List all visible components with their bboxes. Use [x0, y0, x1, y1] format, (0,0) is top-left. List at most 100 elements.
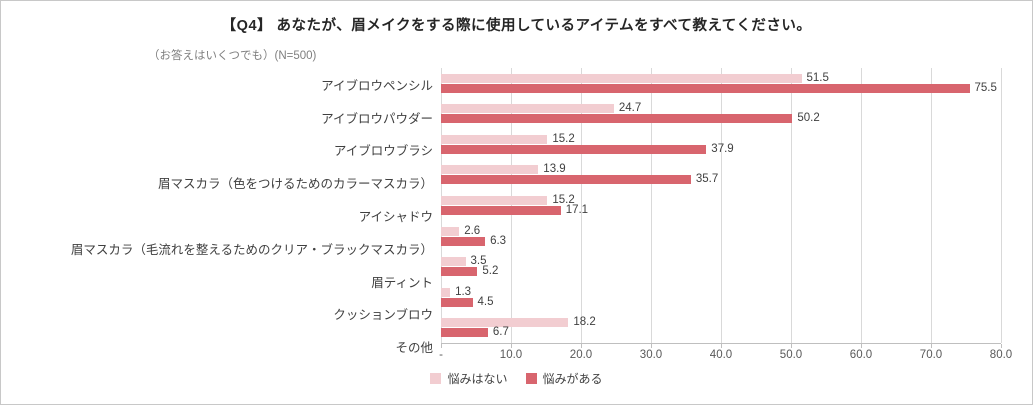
bar-line: 15.2: [441, 132, 1001, 145]
axis-tick-mark: [791, 344, 792, 348]
bar-rows: 51.5 75.5 24.7 50.2 15.2 37.9 13.9 35.7 15.2 17.1…: [441, 68, 1001, 343]
bar-line: 75.5: [441, 81, 1001, 94]
bar-line: 6.3: [441, 234, 1001, 247]
legend-swatch: [525, 373, 537, 384]
bar-line: 13.9: [441, 163, 1001, 176]
bar-row: 2.6 6.3: [441, 221, 1001, 252]
bar-value-label: 75.5: [974, 81, 997, 94]
axis-tick-mark: [651, 344, 652, 348]
bar-value-label: 6.3: [490, 234, 507, 247]
chart-subtitle: （お答えはいくつでも）(N=500): [148, 50, 317, 62]
category-label: 眉マスカラ（毛流れを整えるためのクリア・ブラックマスカラ）: [70, 242, 433, 257]
bar-悩みがある: [441, 114, 793, 124]
bar-line: 35.7: [441, 173, 1001, 186]
legend-item: 悩みがある: [525, 370, 603, 387]
bar-悩みはない: [441, 196, 548, 206]
axis-tick-label: 40.0: [709, 349, 733, 361]
axis-tick-label: 20.0: [569, 349, 593, 361]
category-label: アイシャドウ: [358, 210, 433, 225]
bar-line: 50.2: [441, 113, 1001, 124]
bar-line: 2.6: [441, 224, 1001, 237]
legend-label: 悩みはない: [447, 372, 508, 386]
category-label: 眉ティント: [371, 275, 433, 290]
category-labels: アイブロウペンシル アイブロウパウダーアイブロウブラシ眉マスカラ（色をつけるための…: [1, 68, 441, 363]
bar-line: 3.5: [441, 255, 1001, 268]
bar-value-label: 2.6: [464, 224, 481, 237]
bar-row: 1.3 4.5: [441, 282, 1001, 313]
bar-悩みはない: [441, 165, 539, 175]
bar-line: 5.2: [441, 265, 1001, 278]
bar-悩みがある: [441, 297, 473, 307]
category-label: アイブロウペンシル: [321, 78, 433, 93]
axis-tick-label: 50.0: [779, 349, 803, 361]
bar-line: 1.3: [441, 285, 1001, 298]
bar-悩みがある: [441, 144, 707, 154]
bar-value-label: 1.3: [455, 285, 472, 298]
bar-value-label: 6.7: [492, 326, 509, 339]
bar-悩みはない: [441, 226, 460, 236]
bar-value-label: 37.9: [711, 142, 734, 155]
category-label: その他: [395, 341, 433, 356]
gridline: [511, 68, 512, 343]
axis-tick-mark: [581, 344, 582, 348]
bar-悩みはない: [441, 318, 569, 328]
gridline: [1001, 68, 1002, 343]
bar-悩みがある: [441, 83, 970, 93]
bar-row: 3.5 5.2: [441, 251, 1001, 282]
bar-value-label: 15.2: [552, 194, 575, 207]
category-label: アイブロウパウダー: [321, 111, 433, 126]
bar-value-label: 35.7: [695, 173, 719, 186]
bar-row: 18.2 6.7: [441, 313, 1001, 344]
bar-row: 24.7 50.2: [441, 99, 1001, 130]
axis-tick-mark: [1001, 344, 1002, 348]
bar-value-label: 51.5: [806, 71, 829, 84]
bar-value-label: 15.2: [552, 132, 575, 145]
category-label: 眉マスカラ（色をつけるためのカラーマスカラ）: [157, 177, 433, 192]
category-label: アイブロウブラシ: [333, 144, 433, 159]
bar-value-label: 13.9: [543, 163, 566, 176]
bar-line: 15.2: [441, 194, 1001, 207]
bar-悩みがある: [441, 206, 561, 216]
bar-row: 13.9 35.7: [441, 160, 1001, 191]
axis-tick-mark: [721, 344, 722, 348]
bar-悩みはない: [441, 287, 451, 297]
bar-悩みはない: [441, 73, 802, 83]
bar-value-label: 17.1: [565, 204, 589, 217]
bar-line: 24.7: [441, 102, 1001, 115]
bar-悩みがある: [441, 328, 488, 338]
category-label: クッションブロウ: [333, 308, 433, 323]
chart-title: 【Q4】 あなたが、眉メイクをする際に使用しているアイテムをすべて教えてください…: [221, 18, 812, 34]
axis-tick-label: -: [439, 349, 443, 361]
chart-body: アイブロウペンシル アイブロウパウダーアイブロウブラシ眉マスカラ（色をつけるための…: [1, 68, 1032, 363]
axis-tick-label: 30.0: [639, 349, 663, 361]
bar-line: 6.7: [441, 326, 1001, 339]
bar-row: 15.2 17.1: [441, 190, 1001, 221]
bar-悩みはない: [441, 134, 548, 144]
gridline: [651, 68, 652, 343]
bar-悩みがある: [441, 267, 478, 277]
axis-tick-label: 80.0: [989, 349, 1013, 361]
axis-tick-label: 70.0: [919, 349, 943, 361]
bar-value-label: 24.7: [618, 102, 642, 115]
axis-tick-mark: [511, 344, 512, 348]
axis-tick-mark: [441, 344, 442, 348]
gridline: [441, 68, 442, 343]
bar-line: 18.2: [441, 316, 1001, 329]
legend-swatch: [430, 373, 442, 384]
bar-悩みはない: [441, 257, 466, 267]
legend-item: 悩みはない: [430, 370, 508, 387]
bar-value-label: 5.2: [482, 265, 499, 278]
legend: 悩みはない 悩みがある: [1, 370, 1032, 387]
bar-value-label: 3.5: [470, 255, 487, 268]
bar-line: 4.5: [441, 295, 1001, 308]
bar-value-label: 4.5: [477, 295, 494, 308]
gridline: [581, 68, 582, 343]
x-axis: - 10.0 20.0 30.0 40.0 50.0 60.0 70.0 80.0: [439, 344, 1012, 363]
axis-tick-label: 60.0: [849, 349, 873, 361]
bar-value-label: 18.2: [573, 316, 596, 329]
gridline: [861, 68, 862, 343]
plot-wrap: 51.5 75.5 24.7 50.2 15.2 37.9 13.9 35.7 15.2 17.1…: [439, 68, 1012, 363]
gridline: [791, 68, 792, 343]
bar-悩みがある: [441, 175, 691, 185]
bar-line: 37.9: [441, 142, 1001, 155]
